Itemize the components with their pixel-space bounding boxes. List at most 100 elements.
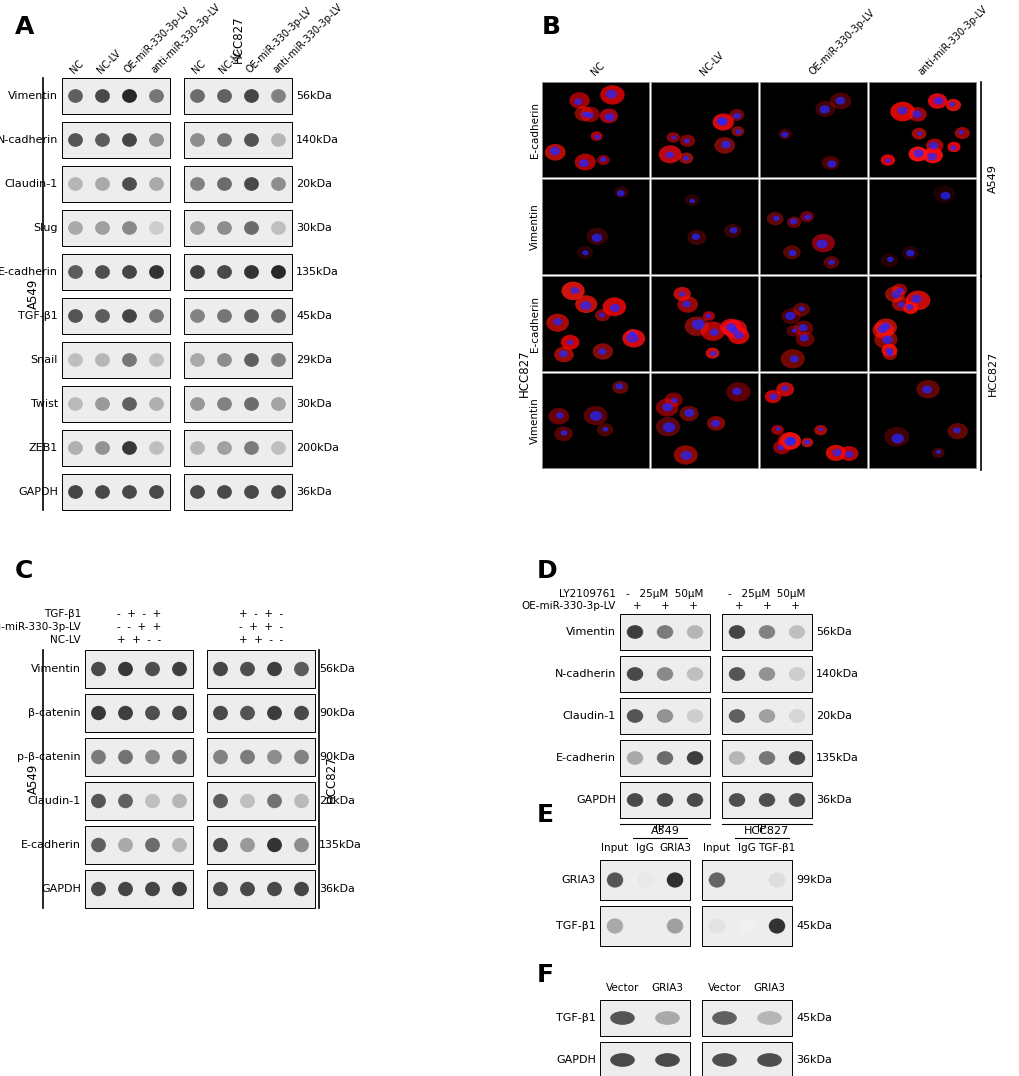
Text: TGF-β1: TGF-β1 xyxy=(555,921,595,931)
Ellipse shape xyxy=(220,180,228,188)
Ellipse shape xyxy=(269,708,279,718)
Ellipse shape xyxy=(98,443,107,453)
Ellipse shape xyxy=(70,90,81,101)
Ellipse shape xyxy=(172,838,186,852)
Ellipse shape xyxy=(150,222,163,235)
Ellipse shape xyxy=(297,883,306,894)
Ellipse shape xyxy=(682,301,690,308)
Ellipse shape xyxy=(191,89,204,102)
Ellipse shape xyxy=(683,156,689,160)
Ellipse shape xyxy=(218,354,230,366)
Text: 36kDa: 36kDa xyxy=(795,1054,832,1065)
Ellipse shape xyxy=(711,875,721,884)
Ellipse shape xyxy=(124,223,135,233)
Ellipse shape xyxy=(192,442,203,454)
Ellipse shape xyxy=(271,441,285,454)
Ellipse shape xyxy=(173,707,185,719)
Ellipse shape xyxy=(598,313,604,317)
Ellipse shape xyxy=(70,267,81,278)
Ellipse shape xyxy=(296,707,307,719)
Ellipse shape xyxy=(71,136,79,144)
Ellipse shape xyxy=(244,753,251,762)
Ellipse shape xyxy=(761,1014,775,1022)
Ellipse shape xyxy=(70,223,81,233)
Ellipse shape xyxy=(791,626,802,637)
Ellipse shape xyxy=(666,919,683,934)
Ellipse shape xyxy=(172,662,186,676)
Ellipse shape xyxy=(605,89,616,99)
Ellipse shape xyxy=(153,136,160,144)
Text: A549: A549 xyxy=(987,165,997,194)
Text: 30kDa: 30kDa xyxy=(296,399,331,409)
Ellipse shape xyxy=(760,626,772,638)
Ellipse shape xyxy=(267,794,281,808)
Ellipse shape xyxy=(666,873,682,888)
Ellipse shape xyxy=(272,179,284,189)
Ellipse shape xyxy=(659,1056,675,1065)
Ellipse shape xyxy=(121,708,129,718)
Ellipse shape xyxy=(214,663,226,676)
Ellipse shape xyxy=(68,353,83,367)
Ellipse shape xyxy=(273,134,283,145)
Ellipse shape xyxy=(219,442,229,453)
Ellipse shape xyxy=(193,443,202,453)
Ellipse shape xyxy=(191,354,204,367)
Ellipse shape xyxy=(658,1013,676,1023)
Ellipse shape xyxy=(119,751,131,763)
Ellipse shape xyxy=(153,400,160,408)
Ellipse shape xyxy=(94,708,103,718)
Ellipse shape xyxy=(220,443,228,453)
Ellipse shape xyxy=(194,224,201,232)
Ellipse shape xyxy=(553,346,574,363)
Ellipse shape xyxy=(274,399,282,409)
Ellipse shape xyxy=(147,751,158,763)
Ellipse shape xyxy=(758,625,774,639)
Ellipse shape xyxy=(93,751,104,763)
Ellipse shape xyxy=(627,794,642,806)
Ellipse shape xyxy=(214,751,226,763)
Ellipse shape xyxy=(245,90,258,102)
Ellipse shape xyxy=(789,794,804,806)
Ellipse shape xyxy=(586,228,607,245)
Ellipse shape xyxy=(192,442,203,453)
Ellipse shape xyxy=(656,667,673,681)
Ellipse shape xyxy=(191,178,204,190)
Ellipse shape xyxy=(740,920,753,932)
Ellipse shape xyxy=(897,107,907,114)
Ellipse shape xyxy=(690,754,698,762)
Ellipse shape xyxy=(99,312,106,320)
Ellipse shape xyxy=(949,102,954,107)
Ellipse shape xyxy=(173,663,185,675)
Ellipse shape xyxy=(274,443,282,453)
Ellipse shape xyxy=(690,669,699,679)
Ellipse shape xyxy=(589,411,601,421)
Ellipse shape xyxy=(771,875,781,884)
Ellipse shape xyxy=(729,794,744,806)
Ellipse shape xyxy=(173,751,185,763)
Ellipse shape xyxy=(712,1053,736,1066)
Ellipse shape xyxy=(705,314,710,318)
Ellipse shape xyxy=(69,486,82,498)
Ellipse shape xyxy=(95,709,102,718)
Ellipse shape xyxy=(146,663,159,676)
Ellipse shape xyxy=(219,399,229,409)
Ellipse shape xyxy=(293,750,309,764)
Ellipse shape xyxy=(118,838,132,852)
Ellipse shape xyxy=(271,485,285,498)
Ellipse shape xyxy=(671,136,676,139)
Ellipse shape xyxy=(636,919,652,934)
Ellipse shape xyxy=(758,794,773,806)
Ellipse shape xyxy=(297,884,306,894)
Text: HCC827: HCC827 xyxy=(987,351,997,396)
Ellipse shape xyxy=(246,442,257,453)
Ellipse shape xyxy=(218,267,230,278)
Bar xyxy=(721,740,811,776)
Text: GRIA3: GRIA3 xyxy=(658,843,690,853)
Ellipse shape xyxy=(947,423,967,439)
Ellipse shape xyxy=(272,133,284,146)
Bar xyxy=(85,650,193,688)
Ellipse shape xyxy=(98,355,107,365)
Bar xyxy=(721,656,811,692)
Ellipse shape xyxy=(759,626,773,638)
Ellipse shape xyxy=(902,302,917,314)
